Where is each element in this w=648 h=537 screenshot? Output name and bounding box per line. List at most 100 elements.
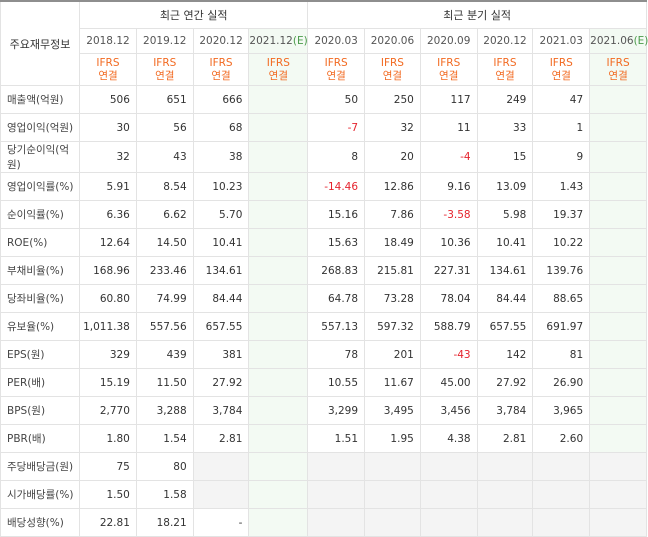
- table-row: 배당성향(%) 22.81 18.21-: [0, 508, 647, 537]
- table-cell: [589, 228, 647, 257]
- row-label: 순이익률(%): [0, 200, 81, 229]
- table-row: BPS(원) 2,770 3,288 3,784 3,299 3,495 3,456 3,78…: [0, 396, 647, 425]
- table-cell: -: [192, 508, 250, 537]
- table-cell: [307, 452, 366, 481]
- table-cell: 50: [307, 85, 366, 114]
- table-cell: 15.63: [307, 228, 366, 257]
- table-cell: 80: [135, 452, 194, 481]
- table-row: 영업이익(억원) 30 56 68 -7 32 11 33 1: [0, 113, 647, 142]
- period-label: 2020.09: [426, 35, 471, 47]
- table-cell: [419, 508, 478, 537]
- table-cell: 227.31: [419, 256, 478, 285]
- table-cell: -3.58: [419, 200, 478, 229]
- table-cell: [589, 508, 647, 537]
- table-cell: 3,965: [532, 396, 591, 425]
- table-cell: 10.22: [532, 228, 591, 257]
- table-cell: 88.65: [532, 284, 591, 313]
- table-cell: 10.23: [192, 172, 250, 201]
- table-row: 부채비율(%) 168.96 233.46 134.61 268.83 215.81 227…: [0, 256, 647, 285]
- table-row: PBR(배) 1.80 1.54 2.81 1.51 1.95 4.38 2.81 2.60: [0, 424, 647, 453]
- period-header: 2021.06(E): [589, 28, 648, 54]
- table-cell: 666: [192, 85, 250, 114]
- basis-header-row: IFRS 연결 IFRS 연결 IFRS 연결 IFRS 연결 IFRS 연결 IFRS 연결 IFRS…: [1, 53, 647, 86]
- table-cell: 10.41: [476, 228, 534, 257]
- quarter-group-header: 최근 분기 실적: [307, 0, 647, 29]
- table-cell: [476, 508, 534, 537]
- table-row: ROE(%) 12.64 14.50 10.41 15.63 18.49 10.36 10.4…: [0, 228, 647, 257]
- table-cell: 64.78: [307, 284, 366, 313]
- table-cell: [589, 141, 647, 173]
- table-cell: 3,299: [307, 396, 366, 425]
- table-cell: [248, 284, 309, 313]
- table-cell: [589, 113, 647, 142]
- table-cell: [248, 256, 309, 285]
- row-label: PER(배): [0, 368, 81, 397]
- table-cell: 5.70: [192, 200, 250, 229]
- table-cell: 168.96: [79, 256, 137, 285]
- table-cell: 47: [532, 85, 591, 114]
- table-cell: [307, 508, 366, 537]
- table-cell: 10.36: [419, 228, 478, 257]
- table-cell: [192, 452, 250, 481]
- consolidated-label: 연결: [211, 69, 231, 82]
- table-cell: 1,011.38: [79, 312, 137, 341]
- table-cell: 6.36: [79, 200, 137, 229]
- table-cell: [532, 508, 591, 537]
- table-cell: [589, 85, 647, 114]
- table-cell: 11.67: [364, 368, 421, 397]
- table-cell: [307, 480, 366, 509]
- ifrs-label: IFRS: [380, 56, 404, 69]
- table-cell: 78: [307, 340, 366, 369]
- period-label: 2018.12: [86, 35, 130, 47]
- table-cell: 657.55: [192, 312, 250, 341]
- corner-header: 주요재무정보: [0, 0, 81, 86]
- table-cell: 7.86: [364, 200, 421, 229]
- consolidated-label: 연결: [551, 69, 571, 82]
- table-cell: [248, 85, 309, 114]
- row-label: 부채비율(%): [0, 256, 81, 285]
- table-cell: 2.81: [192, 424, 250, 453]
- table-cell: 5.98: [476, 200, 534, 229]
- period-label: 2020.12: [483, 35, 527, 47]
- table-cell: [364, 452, 421, 481]
- table-cell: 3,784: [192, 396, 250, 425]
- table-row: 주당배당금(원) 75 80: [0, 452, 647, 481]
- row-label: 시가배당률(%): [0, 480, 81, 509]
- row-label: 당기순이익(억원): [0, 141, 81, 173]
- row-label: BPS(원): [0, 396, 81, 425]
- table-cell: 32: [364, 113, 421, 142]
- table-cell: 134.61: [476, 256, 534, 285]
- row-label: PBR(배): [0, 424, 81, 453]
- table-cell: 22.81: [79, 508, 137, 537]
- basis-header: IFRS 연결: [192, 53, 250, 86]
- row-label: 당좌비율(%): [0, 284, 81, 313]
- table-cell: 18.49: [364, 228, 421, 257]
- table-cell: 1.51: [307, 424, 366, 453]
- table-cell: 19.37: [532, 200, 591, 229]
- consolidated-label: 연결: [495, 69, 515, 82]
- period-header: 2018.12: [79, 28, 137, 54]
- table-cell: [248, 396, 309, 425]
- table-cell: 117: [419, 85, 478, 114]
- ifrs-label: IFRS: [549, 56, 573, 69]
- table-cell: 13.09: [476, 172, 534, 201]
- table-cell: 14.50: [135, 228, 194, 257]
- table-cell: 381: [192, 340, 250, 369]
- row-label: 영업이익(억원): [0, 113, 81, 142]
- basis-header: IFRS 연결: [135, 53, 194, 86]
- table-cell: 15.16: [307, 200, 366, 229]
- consolidated-label: 연결: [439, 69, 459, 82]
- ifrs-label: IFRS: [493, 56, 517, 69]
- table-cell: 8.54: [135, 172, 194, 201]
- consolidated-label: 연결: [268, 69, 288, 82]
- basis-header: IFRS 연결: [589, 53, 647, 86]
- table-cell: [248, 368, 309, 397]
- table-cell: [248, 172, 309, 201]
- table-cell: -14.46: [307, 172, 366, 201]
- table-cell: [532, 480, 591, 509]
- table-cell: [476, 480, 534, 509]
- table-cell: 2.60: [532, 424, 591, 453]
- table-cell: [419, 480, 478, 509]
- table-cell: 597.32: [364, 312, 421, 341]
